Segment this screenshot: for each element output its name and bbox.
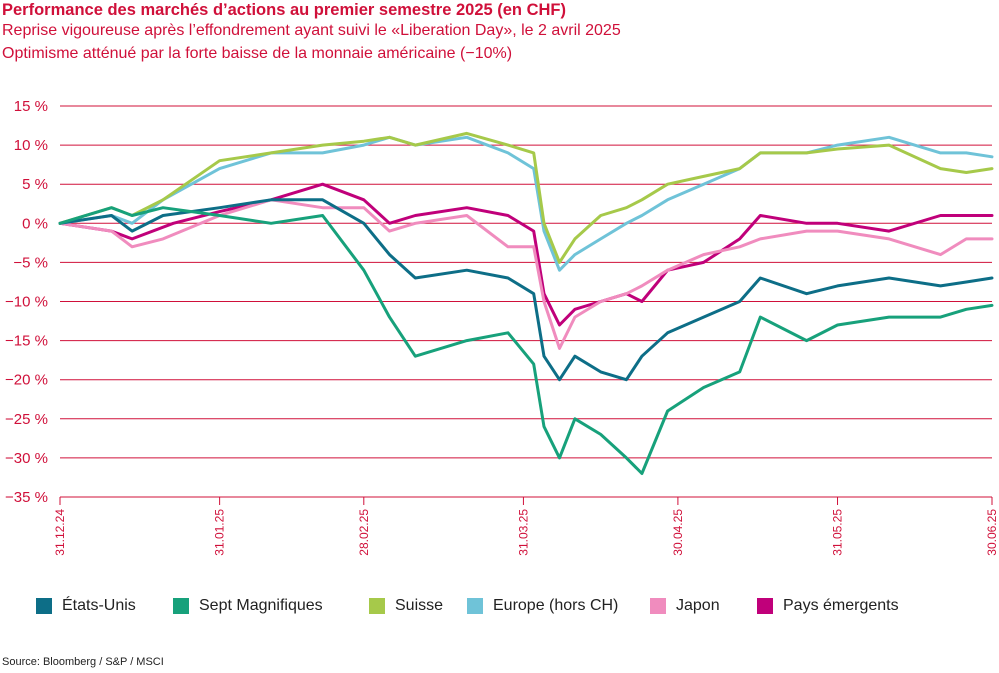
- line-chart: 15 % 10 % 5 % 0 % −5 % −10 % −15 % −20 % −25 % −3…: [5, 98, 999, 556]
- legend-item: Sept Magnifiques: [173, 597, 323, 615]
- source-note: Source: Bloomberg / S&P / MSCI: [2, 656, 164, 668]
- x-tick-label: 31.01.25: [213, 509, 227, 556]
- x-tick-label: 30.04.25: [671, 509, 685, 556]
- legend-label: États-Unis: [62, 597, 136, 614]
- y-tick-label: −15 %: [5, 333, 48, 350]
- y-tick-label: 0 %: [22, 215, 48, 232]
- y-tick-label: −5 %: [13, 254, 48, 271]
- x-axis-ticks: 31.12.24 31.01.25 28.02.25 31.03.25 30.04.25…: [53, 497, 999, 556]
- series-line-europe-hors-ch: [58, 135, 994, 272]
- series-line-suisse: [58, 131, 994, 264]
- x-tick-label: 31.05.25: [831, 509, 845, 556]
- y-tick-label: −25 %: [5, 411, 48, 428]
- y-tick-label: 5 %: [22, 176, 48, 193]
- series-line-pays-mergents: [58, 182, 994, 327]
- legend-item: Suisse: [369, 597, 443, 615]
- legend-item: États-Unis: [36, 597, 136, 615]
- series-line-japon: [58, 198, 994, 350]
- legend-item: Pays émergents: [757, 597, 899, 615]
- x-tick-label: 31.03.25: [516, 509, 530, 556]
- legend-label: Europe (hors CH): [493, 597, 619, 614]
- legend-label: Suisse: [395, 597, 444, 614]
- series-line-tats-unis: [58, 198, 994, 382]
- legend-swatch: [757, 598, 773, 614]
- y-axis-ticks: 15 % 10 % 5 % 0 % −5 % −10 % −15 % −20 % −25 % −3…: [5, 98, 48, 506]
- legend-item: Europe (hors CH): [467, 597, 618, 615]
- legend-swatch: [650, 598, 666, 614]
- y-tick-label: 10 %: [14, 137, 48, 154]
- x-tick-label: 28.02.25: [357, 509, 371, 556]
- legend-label: Pays émergents: [783, 597, 899, 614]
- legend-swatch: [36, 598, 52, 614]
- legend-swatch: [173, 598, 189, 614]
- y-tick-label: 15 %: [14, 98, 48, 115]
- legend-label: Japon: [676, 597, 720, 614]
- y-tick-label: −10 %: [5, 294, 48, 311]
- chart-subtitle-2: Optimisme atténué par la forte baisse de…: [2, 45, 513, 62]
- y-tick-label: −30 %: [5, 450, 48, 467]
- legend-swatch: [467, 598, 483, 614]
- legend-label: Sept Magnifiques: [199, 597, 323, 614]
- series-lines: [58, 131, 994, 475]
- gridlines: [60, 105, 992, 498]
- series-line-sept-magnifiques: [58, 206, 994, 475]
- x-tick-label: 31.12.24: [53, 509, 67, 556]
- legend-item: Japon: [650, 597, 720, 615]
- y-tick-label: −35 %: [5, 489, 48, 506]
- legend-swatch: [369, 598, 385, 614]
- x-tick-label: 30.06.25: [985, 509, 999, 556]
- chart-subtitle-1: Reprise vigoureuse après l’effondrement …: [2, 22, 621, 39]
- y-tick-label: −20 %: [5, 372, 48, 389]
- chart-title: Performance des marchés d’actions au pre…: [2, 1, 566, 19]
